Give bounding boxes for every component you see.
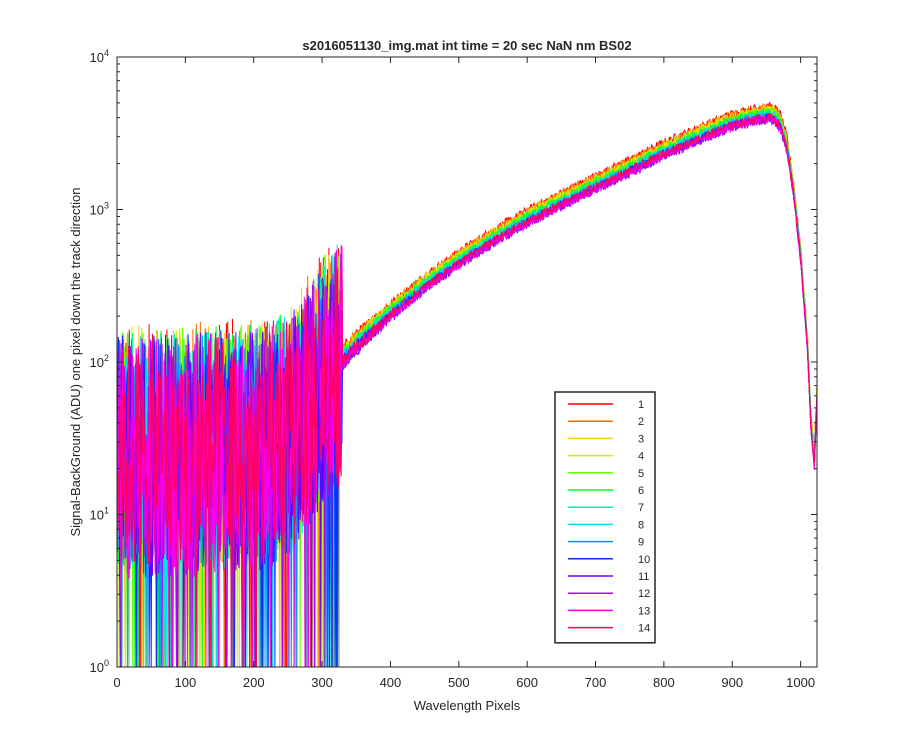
series-layer — [116, 101, 818, 668]
legend-label-6: 6 — [638, 485, 644, 497]
x-tick-label: 0 — [113, 675, 120, 690]
y-tick-label: 103 — [90, 201, 109, 218]
y-tick-label: 100 — [90, 658, 109, 675]
series-line-13 — [116, 113, 818, 668]
legend-label-12: 12 — [638, 588, 650, 600]
x-tick-label: 900 — [721, 675, 743, 690]
legend-label-7: 7 — [638, 502, 644, 514]
series-line-14 — [116, 112, 818, 668]
legend-label-5: 5 — [638, 468, 644, 480]
y-tick-label: 104 — [90, 48, 109, 65]
tick-layer: 0 100 200 300 400 500 600 700 800 900 100010010110… — [90, 48, 817, 690]
legend-label-3: 3 — [638, 433, 644, 445]
legend-label-1: 1 — [638, 399, 644, 411]
chart-title: s2016051130_img.mat int time = 20 sec Na… — [302, 38, 631, 53]
y-tick-label: 102 — [90, 353, 109, 370]
legend-label-9: 9 — [638, 537, 644, 549]
x-tick-label: 1000 — [786, 675, 815, 690]
legend-label-10: 10 — [638, 554, 650, 566]
x-tick-label: 200 — [243, 675, 265, 690]
legend-box — [554, 391, 656, 644]
y-tick-label: 101 — [90, 506, 109, 523]
legend-label-2: 2 — [638, 416, 644, 428]
x-tick-label: 700 — [585, 675, 607, 690]
x-tick-label: 300 — [311, 675, 333, 690]
x-tick-label: 800 — [653, 675, 675, 690]
x-tick-label: 100 — [175, 675, 197, 690]
x-axis-label: Wavelength Pixels — [414, 698, 521, 713]
legend-label-4: 4 — [638, 451, 644, 463]
y-axis-label: Signal-BackGround (ADU) one pixel down t… — [68, 187, 83, 536]
x-tick-label: 500 — [448, 675, 470, 690]
x-tick-label: 400 — [380, 675, 402, 690]
legend-label-11: 11 — [638, 571, 649, 583]
legend-label-13: 13 — [638, 605, 650, 617]
x-tick-label: 600 — [516, 675, 538, 690]
legend-label-14: 14 — [638, 623, 650, 635]
legend-label-8: 8 — [638, 519, 644, 531]
